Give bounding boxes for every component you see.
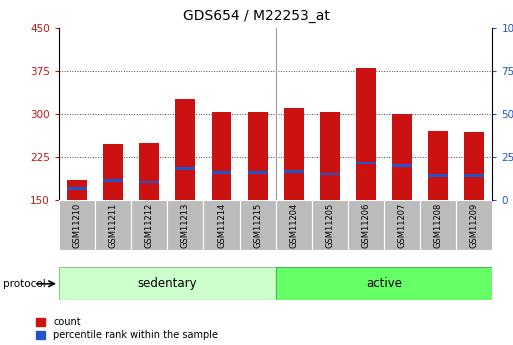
Bar	[356, 68, 376, 200]
Text: GSM11213: GSM11213	[181, 203, 190, 248]
Bar	[320, 112, 340, 200]
Bar	[204, 200, 240, 250]
Bar	[392, 114, 412, 200]
Text: GSM11212: GSM11212	[145, 203, 154, 248]
Bar	[212, 171, 231, 174]
Text: GDS654 / M22253_at: GDS654 / M22253_at	[183, 9, 330, 23]
Bar	[284, 170, 304, 173]
Bar	[392, 165, 412, 167]
Bar	[67, 187, 87, 190]
Text: GSM11206: GSM11206	[362, 203, 370, 248]
Bar	[275, 200, 312, 250]
Bar	[140, 143, 159, 200]
Text: sedentary: sedentary	[137, 277, 197, 290]
Bar	[95, 200, 131, 250]
Bar	[320, 172, 340, 175]
Legend: count, percentile rank within the sample: count, percentile rank within the sample	[35, 317, 218, 340]
Bar	[103, 179, 123, 182]
Text: GSM11207: GSM11207	[398, 203, 407, 248]
Bar	[167, 200, 204, 250]
Bar	[248, 112, 268, 200]
Text: GSM11204: GSM11204	[289, 203, 298, 248]
Bar	[312, 200, 348, 250]
Bar	[67, 180, 87, 200]
Bar	[275, 267, 492, 300]
Bar	[457, 200, 492, 250]
Text: active: active	[366, 277, 402, 290]
Bar	[59, 267, 275, 300]
Text: GSM11215: GSM11215	[253, 203, 262, 248]
Bar	[428, 131, 448, 200]
Bar	[464, 132, 484, 200]
Text: GSM11211: GSM11211	[109, 203, 117, 248]
Bar	[348, 200, 384, 250]
Bar	[420, 200, 457, 250]
Bar	[428, 174, 448, 177]
Text: GSM11209: GSM11209	[470, 203, 479, 248]
Bar	[212, 112, 231, 200]
Bar	[356, 161, 376, 165]
Bar	[103, 144, 123, 200]
Bar	[384, 200, 420, 250]
Bar	[131, 200, 167, 250]
Bar	[240, 200, 275, 250]
Bar	[248, 171, 268, 174]
Bar	[59, 200, 95, 250]
Text: GSM11214: GSM11214	[217, 203, 226, 248]
Bar	[464, 174, 484, 177]
Text: GSM11210: GSM11210	[72, 203, 82, 248]
Bar	[175, 167, 195, 170]
Bar	[284, 108, 304, 200]
Text: protocol: protocol	[3, 279, 45, 289]
Text: GSM11208: GSM11208	[434, 203, 443, 248]
Bar	[175, 99, 195, 200]
Text: GSM11205: GSM11205	[325, 203, 334, 248]
Bar	[140, 180, 159, 184]
